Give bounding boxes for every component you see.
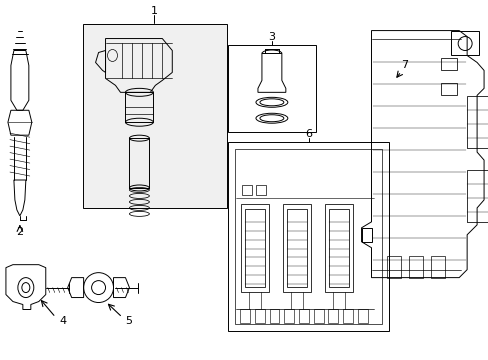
Bar — [282, 204, 310, 292]
Bar — [227, 142, 388, 332]
Bar — [242, 185, 251, 195]
Bar — [255, 185, 265, 195]
Bar — [241, 204, 268, 292]
Bar — [82, 24, 226, 208]
Bar — [240, 310, 249, 323]
Bar — [408, 256, 423, 278]
Bar — [328, 209, 348, 287]
Bar — [235, 149, 382, 324]
Text: 7: 7 — [400, 60, 407, 71]
Bar — [450, 31, 478, 55]
Bar — [324, 204, 352, 292]
Bar — [227, 45, 315, 132]
Bar — [466, 170, 488, 222]
Bar — [254, 310, 264, 323]
Text: 3: 3 — [268, 32, 275, 41]
Bar — [244, 209, 264, 287]
Bar — [125, 92, 153, 122]
Bar — [129, 138, 149, 188]
Text: 2: 2 — [16, 227, 23, 237]
Bar — [328, 310, 338, 323]
Text: 5: 5 — [125, 316, 132, 327]
Bar — [313, 310, 323, 323]
Bar — [430, 256, 444, 278]
Bar — [440, 58, 456, 71]
Bar — [269, 310, 279, 323]
Bar — [284, 310, 294, 323]
Bar — [343, 310, 352, 323]
Text: 1: 1 — [150, 6, 158, 15]
Text: 4: 4 — [59, 316, 66, 327]
Bar — [440, 84, 456, 95]
Bar — [386, 256, 401, 278]
Bar — [298, 310, 308, 323]
Text: 6: 6 — [305, 129, 312, 139]
Bar — [286, 209, 306, 287]
Bar — [466, 96, 488, 148]
Bar — [361, 228, 371, 242]
Bar — [357, 310, 367, 323]
